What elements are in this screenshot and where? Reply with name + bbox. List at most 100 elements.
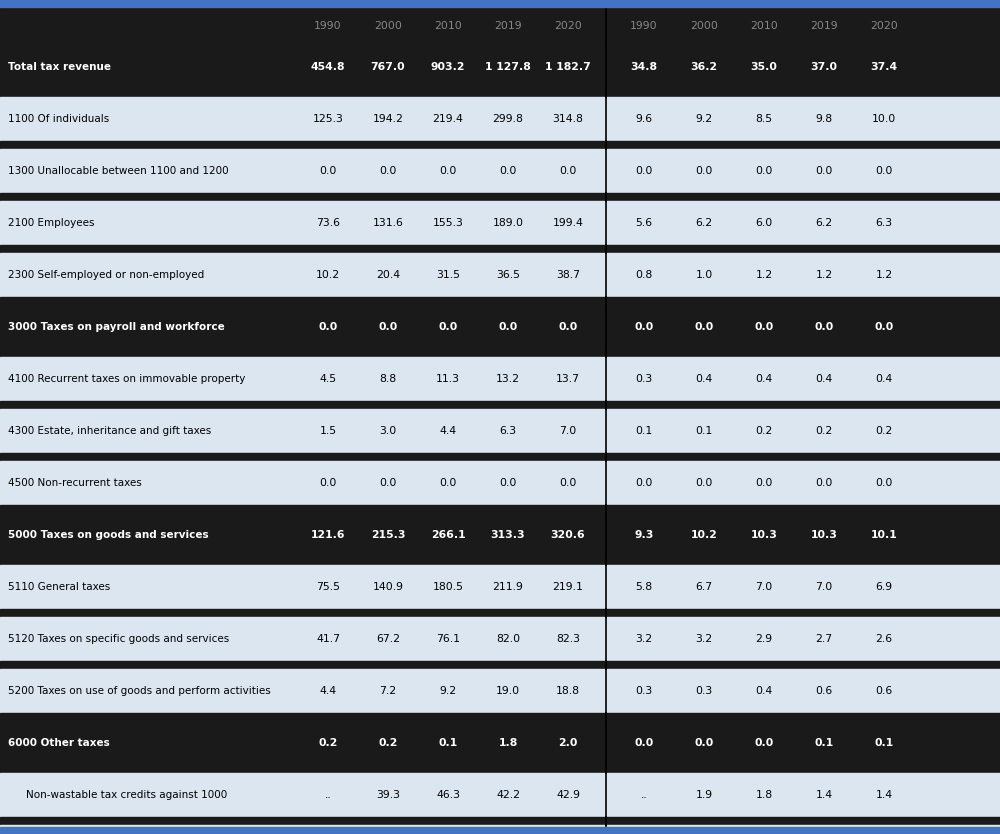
Bar xyxy=(0,0,1000,7)
Bar xyxy=(0,505,1000,513)
Text: 18.8: 18.8 xyxy=(556,686,580,696)
Text: 10.2: 10.2 xyxy=(316,270,340,280)
Text: 0.0: 0.0 xyxy=(319,166,337,176)
Bar xyxy=(0,401,1000,409)
Text: 10.0: 10.0 xyxy=(872,114,896,124)
Text: 3000 Taxes on payroll and workforce: 3000 Taxes on payroll and workforce xyxy=(8,322,225,332)
Text: 0.0: 0.0 xyxy=(439,478,457,488)
Text: 1990: 1990 xyxy=(314,21,342,31)
Text: 0.1: 0.1 xyxy=(874,738,894,748)
Text: 2.0: 2.0 xyxy=(558,738,578,748)
Text: 6.3: 6.3 xyxy=(499,426,517,436)
Text: 0.1: 0.1 xyxy=(635,426,653,436)
Text: 1.0: 1.0 xyxy=(695,270,713,280)
Bar xyxy=(0,409,1000,453)
Text: 0.4: 0.4 xyxy=(755,686,773,696)
Text: 0.0: 0.0 xyxy=(754,738,774,748)
Text: 0.4: 0.4 xyxy=(875,374,893,384)
Text: 2.6: 2.6 xyxy=(875,634,893,644)
Text: 0.2: 0.2 xyxy=(755,426,773,436)
Text: 0.0: 0.0 xyxy=(875,478,893,488)
Text: 219.4: 219.4 xyxy=(433,114,463,124)
Text: 4100 Recurrent taxes on immovable property: 4100 Recurrent taxes on immovable proper… xyxy=(8,374,245,384)
Text: 0.1: 0.1 xyxy=(695,426,713,436)
Text: 13.7: 13.7 xyxy=(556,374,580,384)
Text: 0.0: 0.0 xyxy=(755,478,773,488)
Text: 0.4: 0.4 xyxy=(755,374,773,384)
Bar xyxy=(0,765,1000,773)
Text: 0.0: 0.0 xyxy=(755,166,773,176)
Text: 0.2: 0.2 xyxy=(875,426,893,436)
Text: 1.2: 1.2 xyxy=(815,270,833,280)
Text: 42.9: 42.9 xyxy=(556,790,580,800)
Text: 199.4: 199.4 xyxy=(553,218,583,228)
Text: 13.2: 13.2 xyxy=(496,374,520,384)
Text: 1.8: 1.8 xyxy=(498,738,518,748)
Text: 1 182.7: 1 182.7 xyxy=(545,62,591,72)
Text: 10.3: 10.3 xyxy=(751,530,777,540)
Text: 0.0: 0.0 xyxy=(319,478,337,488)
Text: 903.2: 903.2 xyxy=(431,62,465,72)
Text: 155.3: 155.3 xyxy=(433,218,463,228)
Text: 1.9: 1.9 xyxy=(695,790,713,800)
Text: 194.2: 194.2 xyxy=(373,114,403,124)
Text: 6.3: 6.3 xyxy=(875,218,893,228)
Text: 2000: 2000 xyxy=(690,21,718,31)
Text: 1.5: 1.5 xyxy=(319,426,337,436)
Bar xyxy=(0,513,1000,557)
Bar xyxy=(0,669,1000,713)
Text: 3.0: 3.0 xyxy=(379,426,397,436)
Text: 46.3: 46.3 xyxy=(436,790,460,800)
Text: 1300 Unallocable between 1100 and 1200: 1300 Unallocable between 1100 and 1200 xyxy=(8,166,229,176)
Bar xyxy=(0,89,1000,97)
Text: 3.2: 3.2 xyxy=(635,634,653,644)
Text: 9.8: 9.8 xyxy=(815,114,833,124)
Bar xyxy=(0,297,1000,305)
Text: 6000 Other taxes: 6000 Other taxes xyxy=(8,738,110,748)
Text: 31.5: 31.5 xyxy=(436,270,460,280)
Text: 0.1: 0.1 xyxy=(438,738,458,748)
Text: 3.2: 3.2 xyxy=(695,634,713,644)
Text: 299.8: 299.8 xyxy=(493,114,523,124)
Text: 0.0: 0.0 xyxy=(499,478,517,488)
Text: 1.2: 1.2 xyxy=(755,270,773,280)
Text: 0.6: 0.6 xyxy=(875,686,893,696)
Text: 0.0: 0.0 xyxy=(379,478,397,488)
Text: 215.3: 215.3 xyxy=(371,530,405,540)
Text: 42.2: 42.2 xyxy=(496,790,520,800)
Text: 6.7: 6.7 xyxy=(695,582,713,592)
Text: 0.0: 0.0 xyxy=(635,166,653,176)
Text: ..: .. xyxy=(641,790,647,800)
Text: 0.1: 0.1 xyxy=(814,738,834,748)
Text: 20.4: 20.4 xyxy=(376,270,400,280)
Text: 2.9: 2.9 xyxy=(755,634,773,644)
Bar xyxy=(0,453,1000,461)
Text: 0.4: 0.4 xyxy=(695,374,713,384)
Text: 189.0: 189.0 xyxy=(492,218,524,228)
Text: 73.6: 73.6 xyxy=(316,218,340,228)
Text: 266.1: 266.1 xyxy=(431,530,465,540)
Text: 10.2: 10.2 xyxy=(691,530,717,540)
Bar xyxy=(0,609,1000,617)
Text: 0.0: 0.0 xyxy=(439,166,457,176)
Text: 36.5: 36.5 xyxy=(496,270,520,280)
Text: 2.7: 2.7 xyxy=(815,634,833,644)
Text: 82.0: 82.0 xyxy=(496,634,520,644)
Bar xyxy=(0,617,1000,661)
Text: 0.0: 0.0 xyxy=(694,738,714,748)
Text: 0.0: 0.0 xyxy=(634,322,654,332)
Text: 0.0: 0.0 xyxy=(815,478,833,488)
Text: 211.9: 211.9 xyxy=(493,582,523,592)
Bar xyxy=(0,305,1000,349)
Text: 5000 Taxes on goods and services: 5000 Taxes on goods and services xyxy=(8,530,209,540)
Text: 11.3: 11.3 xyxy=(436,374,460,384)
Text: 0.0: 0.0 xyxy=(379,166,397,176)
Bar xyxy=(0,461,1000,505)
Text: 41.7: 41.7 xyxy=(316,634,340,644)
Text: 0.0: 0.0 xyxy=(814,322,834,332)
Text: 75.5: 75.5 xyxy=(316,582,340,592)
Text: ..: .. xyxy=(325,790,331,800)
Text: 4300 Estate, inheritance and gift taxes: 4300 Estate, inheritance and gift taxes xyxy=(8,426,211,436)
Text: 39.3: 39.3 xyxy=(376,790,400,800)
Text: 125.3: 125.3 xyxy=(313,114,343,124)
